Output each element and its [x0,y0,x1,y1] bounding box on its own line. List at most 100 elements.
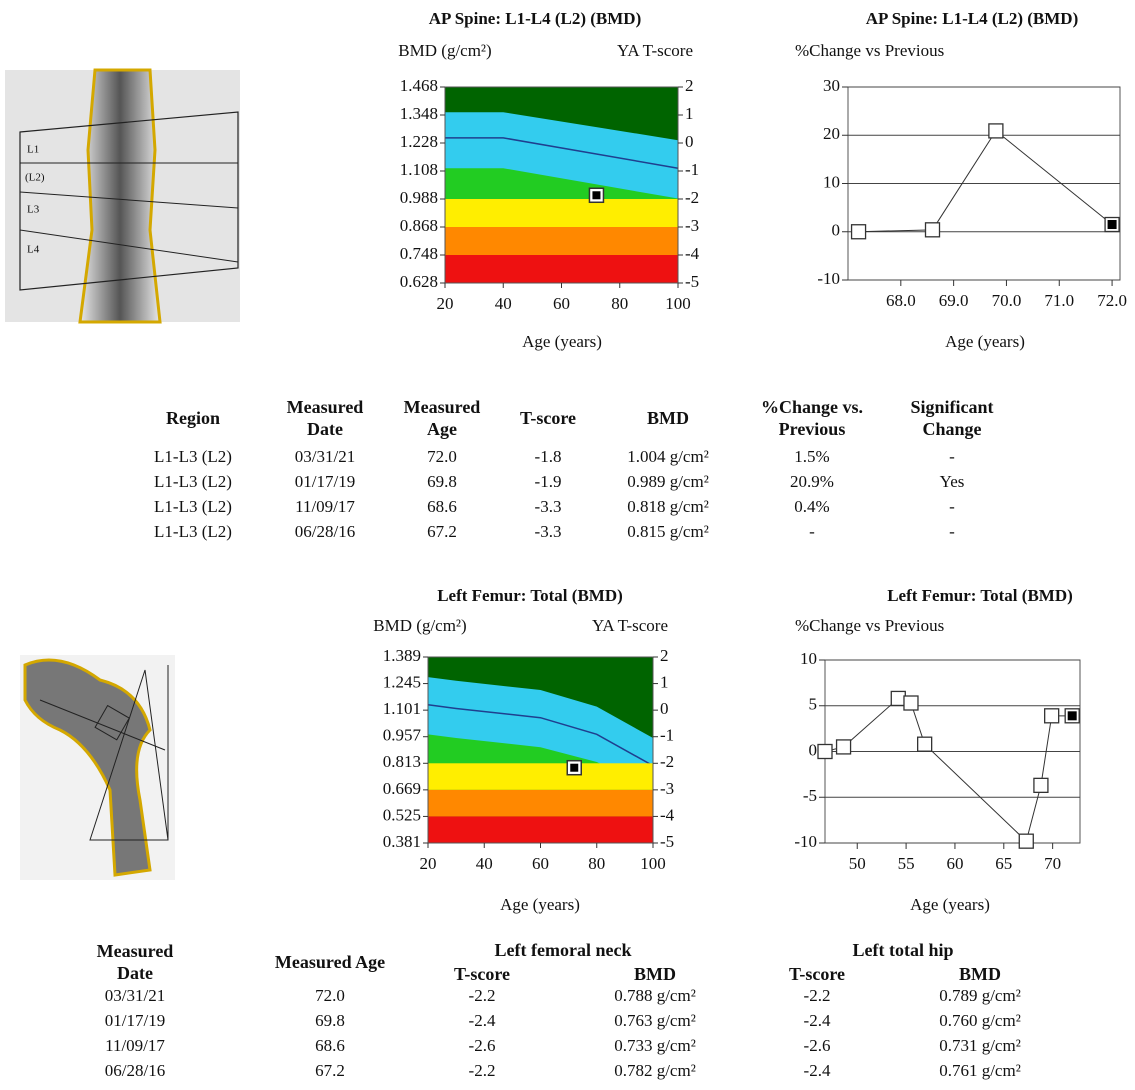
y-axis-label: %Change vs Previous [795,41,944,60]
data-point [818,745,832,759]
table-cell: -2.2 [804,986,831,1005]
y-tick-label: 0.957 [383,726,422,745]
table-cell: 0.731 g/cm² [939,1036,1021,1055]
page: {"chart_data": [ {"type": "reference", "… [0,0,1135,1090]
table-cell: 68.6 [427,497,457,516]
chart-title: Left Femur: Total (BMD) [437,586,623,605]
x-tick-label: 60 [532,854,549,873]
table-cell: 67.2 [427,522,457,541]
column-header: BMD [618,393,718,443]
table-cell: 0.733 g/cm² [614,1036,696,1055]
y2-tick-label: -5 [685,272,699,291]
column-header: T-score [498,393,598,443]
table-cell: 0.760 g/cm² [939,1011,1021,1030]
y-tick-label: 10 [823,172,840,191]
table-cell: Yes [940,472,965,491]
y2-tick-label: -4 [685,244,700,263]
x-tick-label: 68.0 [886,291,916,310]
y-tick-label: 0.813 [383,752,421,771]
spine-outline [80,70,160,322]
vertebra-label: (L2) [25,172,45,184]
column-header: Measured Date [85,937,185,987]
risk-zone [428,816,653,843]
table-cell: 0.818 g/cm² [627,497,709,516]
y-axis-label: %Change vs Previous [795,616,944,635]
risk-zone [428,790,653,817]
x-tick-label: 40 [476,854,493,873]
risk-zone [428,763,653,790]
risk-zone [445,255,678,283]
y-tick-label: -10 [817,269,840,288]
table-cell: 67.2 [315,1061,345,1080]
x-axis-label: Age (years) [500,895,580,914]
y2-tick-label: -3 [685,216,699,235]
data-point [926,223,940,237]
table-cell: 11/09/17 [105,1036,165,1055]
data-point-core [1068,711,1077,720]
chart-title: AP Spine: L1-L4 (L2) (BMD) [866,9,1079,28]
table-cell: -2.4 [469,1011,496,1030]
column-header: BMD [930,962,1030,986]
table-cell: - [949,497,955,516]
data-point [852,225,866,239]
table-cell: L1-L3 (L2) [154,522,232,541]
vertebra-label: L1 [27,144,39,156]
y-tick-label: 0.628 [400,272,438,291]
x-tick-label: 80 [611,294,628,313]
table-cell: - [949,522,955,541]
vertebra-label: L3 [27,204,40,216]
y-axis-label: BMD (g/cm²) [398,41,491,60]
column-header: Left total hip [793,938,1013,962]
y-tick-label: 20 [823,124,840,143]
x-tick-label: 55 [898,854,915,873]
y2-tick-label: -1 [660,726,674,745]
data-point [837,740,851,754]
y-tick-label: 0 [832,221,841,240]
x-tick-label: 40 [495,294,512,313]
table-cell: -2.2 [469,986,496,1005]
table-cell: -2.2 [469,1061,496,1080]
y-tick-label: -5 [803,786,817,805]
y2-tick-label: 0 [685,132,694,151]
x-axis-label: Age (years) [945,332,1025,351]
x-tick-label: 50 [849,854,866,873]
y2-tick-label: -1 [685,160,699,179]
y-tick-label: 1.101 [383,699,421,718]
column-header: BMD [605,962,705,986]
table-cell: 72.0 [427,447,457,466]
data-point [918,737,932,751]
femur-scan [20,655,175,880]
report-canvas: L1 (L2) L3 L4 AP Spine: L1-L4 (L2) (BMD)… [0,0,1135,1090]
table-cell: -2.6 [469,1036,496,1055]
table-cell: 0.789 g/cm² [939,986,1021,1005]
table-cell: 03/31/21 [295,447,355,466]
x-axis-label: Age (years) [522,332,602,351]
y-tick-label: -10 [794,832,817,851]
table-cell: 11/09/17 [295,497,355,516]
y-tick-label: 0.988 [400,188,438,207]
y2-tick-label: -2 [685,188,699,207]
x-tick-label: 100 [665,294,691,313]
table-cell: -3.3 [535,522,562,541]
y-tick-label: 1.245 [383,672,421,691]
column-header: Significant Change [892,393,1012,443]
y2-tick-label: -3 [660,779,674,798]
table-cell: L1-L3 (L2) [154,472,232,491]
table-cell: 0.763 g/cm² [614,1011,696,1030]
y2-tick-label: 0 [660,699,669,718]
table-cell: -2.4 [804,1011,831,1030]
y2-axis-label: YA T-score [617,41,693,60]
spine-scan: L1 (L2) L3 L4 [5,70,240,322]
column-header: Measured Date [275,393,375,443]
column-header: Measured Age [240,947,420,977]
x-tick-label: 80 [588,854,605,873]
column-header: T-score [432,962,532,986]
table-cell: - [949,447,955,466]
table-cell: -3.3 [535,497,562,516]
y-tick-label: 0.381 [383,832,421,851]
table-cell: 20.9% [790,472,834,491]
y-tick-label: 0 [809,740,818,759]
table-cell: 0.788 g/cm² [614,986,696,1005]
y-tick-label: 30 [823,76,840,95]
y-tick-label: 1.348 [400,104,438,123]
